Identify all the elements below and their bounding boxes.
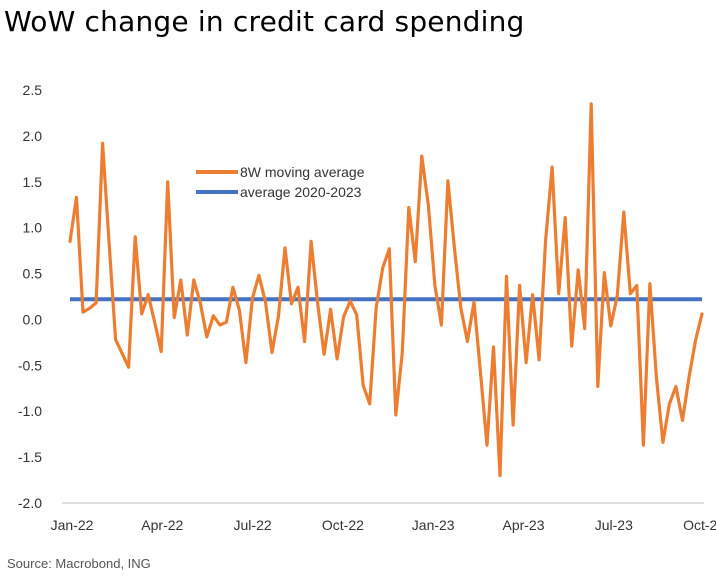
y-tick-label: -2.0 [18, 495, 42, 511]
source-note: Source: Macrobond, ING [7, 556, 151, 571]
x-tick-label: Oct-22 [322, 517, 364, 533]
x-tick-label: Jan-22 [51, 517, 94, 533]
legend-label: average 2020-2023 [240, 184, 362, 200]
y-tick-label: 1.0 [23, 220, 43, 236]
legend: 8W moving average average 2020-2023 [196, 164, 365, 200]
y-tick-label: 1.5 [23, 174, 43, 190]
x-tick-label: Jan-23 [412, 517, 455, 533]
y-tick-label: 2.0 [23, 128, 43, 144]
y-tick-label: 0.0 [23, 311, 43, 327]
series-moving-average-line [68, 102, 704, 478]
chart-title: WoW change in credit card spending [4, 5, 525, 38]
x-tick-label: Apr-22 [141, 517, 183, 533]
x-tick-label: Apr-23 [502, 517, 544, 533]
y-axis-labels: 2.5 2.0 1.5 1.0 0.5 0.0 -0.5 -1.0 -1.5 -2.0 [18, 82, 42, 511]
y-tick-label: -0.5 [18, 357, 42, 373]
y-tick-label: -1.0 [18, 403, 42, 419]
y-tick-label: 0.5 [23, 266, 43, 282]
x-tick-label: Jul-23 [595, 517, 633, 533]
series-layer [68, 102, 704, 478]
x-tick-label: Jul-22 [234, 517, 272, 533]
y-tick-label: -1.5 [18, 449, 42, 465]
x-axis-labels: Jan-22 Apr-22 Jul-22 Oct-22 Jan-23 Apr-23 Jul-… [51, 517, 716, 533]
legend-label: 8W moving average [240, 164, 365, 180]
x-tick-label: Oct-23 [683, 517, 716, 533]
y-tick-label: 2.5 [23, 82, 43, 98]
